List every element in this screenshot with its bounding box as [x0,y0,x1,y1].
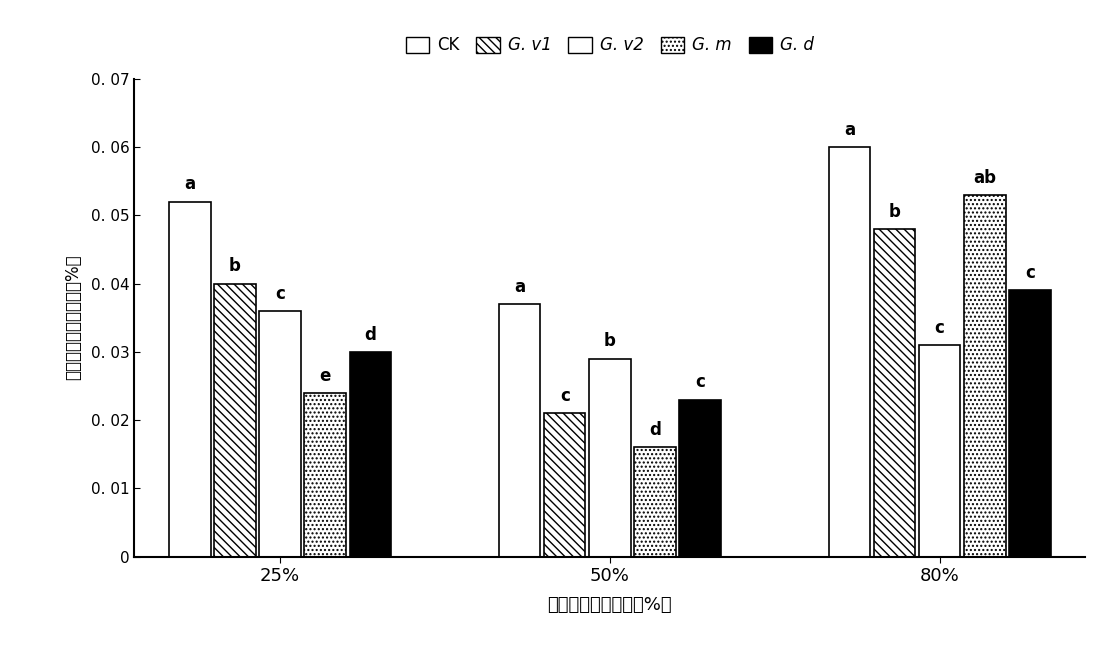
Text: d: d [649,421,661,440]
Text: b: b [604,333,615,350]
Text: ab: ab [974,168,996,187]
Text: c: c [275,285,285,303]
Bar [679,400,721,557]
Bar [499,304,540,557]
Bar [214,284,256,557]
Bar [589,359,631,557]
Text: d: d [365,326,376,344]
Bar [634,447,676,557]
Legend: CK, G. v1, G. v2, G. m, G. d: CK, G. v1, G. v2, G. m, G. d [398,29,821,61]
Text: b: b [229,257,241,275]
Text: c: c [1025,264,1035,282]
Text: a: a [185,176,196,193]
Y-axis label: 大豆叶片脖氨酸含量（%）: 大豆叶片脖氨酸含量（%） [64,255,83,381]
Bar [304,393,346,557]
Text: b: b [888,202,901,221]
Text: a: a [514,278,525,296]
Text: c: c [934,319,944,337]
Bar [544,413,585,557]
Bar [919,345,960,557]
Text: e: e [320,367,331,384]
Bar [1009,290,1051,557]
Bar [963,195,1006,557]
Text: c: c [560,387,570,405]
Bar [828,147,871,557]
Text: c: c [695,373,705,392]
Bar [874,229,915,557]
Text: a: a [844,121,855,139]
Bar [169,202,210,557]
Bar [260,311,301,557]
Bar [349,352,392,557]
X-axis label: 不同基质水分含量（%）: 不同基质水分含量（%） [547,596,673,614]
